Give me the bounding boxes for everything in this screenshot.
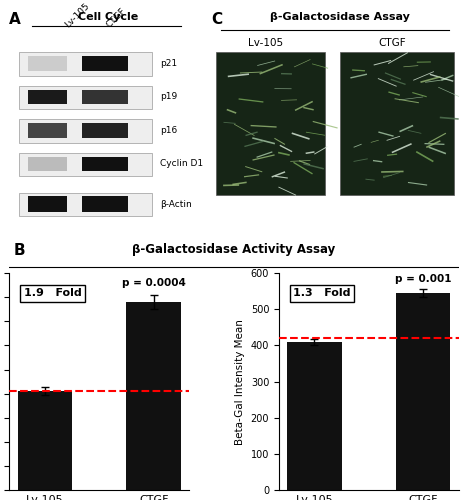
FancyBboxPatch shape xyxy=(82,56,127,71)
FancyBboxPatch shape xyxy=(29,90,66,104)
Text: Cyclin D1: Cyclin D1 xyxy=(160,160,203,168)
FancyBboxPatch shape xyxy=(19,86,152,109)
FancyBboxPatch shape xyxy=(29,56,66,71)
Text: 1.3   Fold: 1.3 Fold xyxy=(293,288,351,298)
Text: C: C xyxy=(211,12,222,27)
Text: p21: p21 xyxy=(160,59,177,68)
Text: 1.9   Fold: 1.9 Fold xyxy=(24,288,81,298)
Text: β-Actin: β-Actin xyxy=(160,200,192,208)
FancyBboxPatch shape xyxy=(82,123,127,138)
Text: CTGF: CTGF xyxy=(378,38,406,48)
Text: p = 0.001: p = 0.001 xyxy=(395,274,452,284)
Y-axis label: Beta-Gal Intensity Mean: Beta-Gal Intensity Mean xyxy=(235,318,245,444)
Text: β-Galactosidase Activity Assay: β-Galactosidase Activity Assay xyxy=(132,244,336,256)
Bar xyxy=(17,391,72,490)
FancyBboxPatch shape xyxy=(82,196,127,212)
Text: Lv-105: Lv-105 xyxy=(248,38,283,48)
FancyBboxPatch shape xyxy=(19,193,152,216)
Text: Cell Cycle: Cell Cycle xyxy=(78,12,139,22)
FancyBboxPatch shape xyxy=(19,120,152,142)
Text: A: A xyxy=(9,12,21,27)
Text: CTGF: CTGF xyxy=(105,6,128,29)
FancyBboxPatch shape xyxy=(19,52,152,76)
FancyBboxPatch shape xyxy=(29,156,66,171)
Text: p = 0.0004: p = 0.0004 xyxy=(122,278,186,287)
Bar xyxy=(126,302,181,490)
FancyBboxPatch shape xyxy=(19,152,152,176)
FancyBboxPatch shape xyxy=(82,156,127,171)
Text: Lv-105: Lv-105 xyxy=(63,1,91,29)
FancyBboxPatch shape xyxy=(216,52,325,195)
Bar xyxy=(287,342,342,490)
Text: p16: p16 xyxy=(160,126,177,135)
Text: p19: p19 xyxy=(160,92,177,102)
Text: β-Galactosidase Assay: β-Galactosidase Assay xyxy=(270,12,410,22)
FancyBboxPatch shape xyxy=(82,90,127,104)
FancyBboxPatch shape xyxy=(29,196,66,212)
FancyBboxPatch shape xyxy=(340,52,453,195)
Text: B: B xyxy=(14,244,25,258)
Bar xyxy=(396,293,451,490)
FancyBboxPatch shape xyxy=(29,123,66,138)
